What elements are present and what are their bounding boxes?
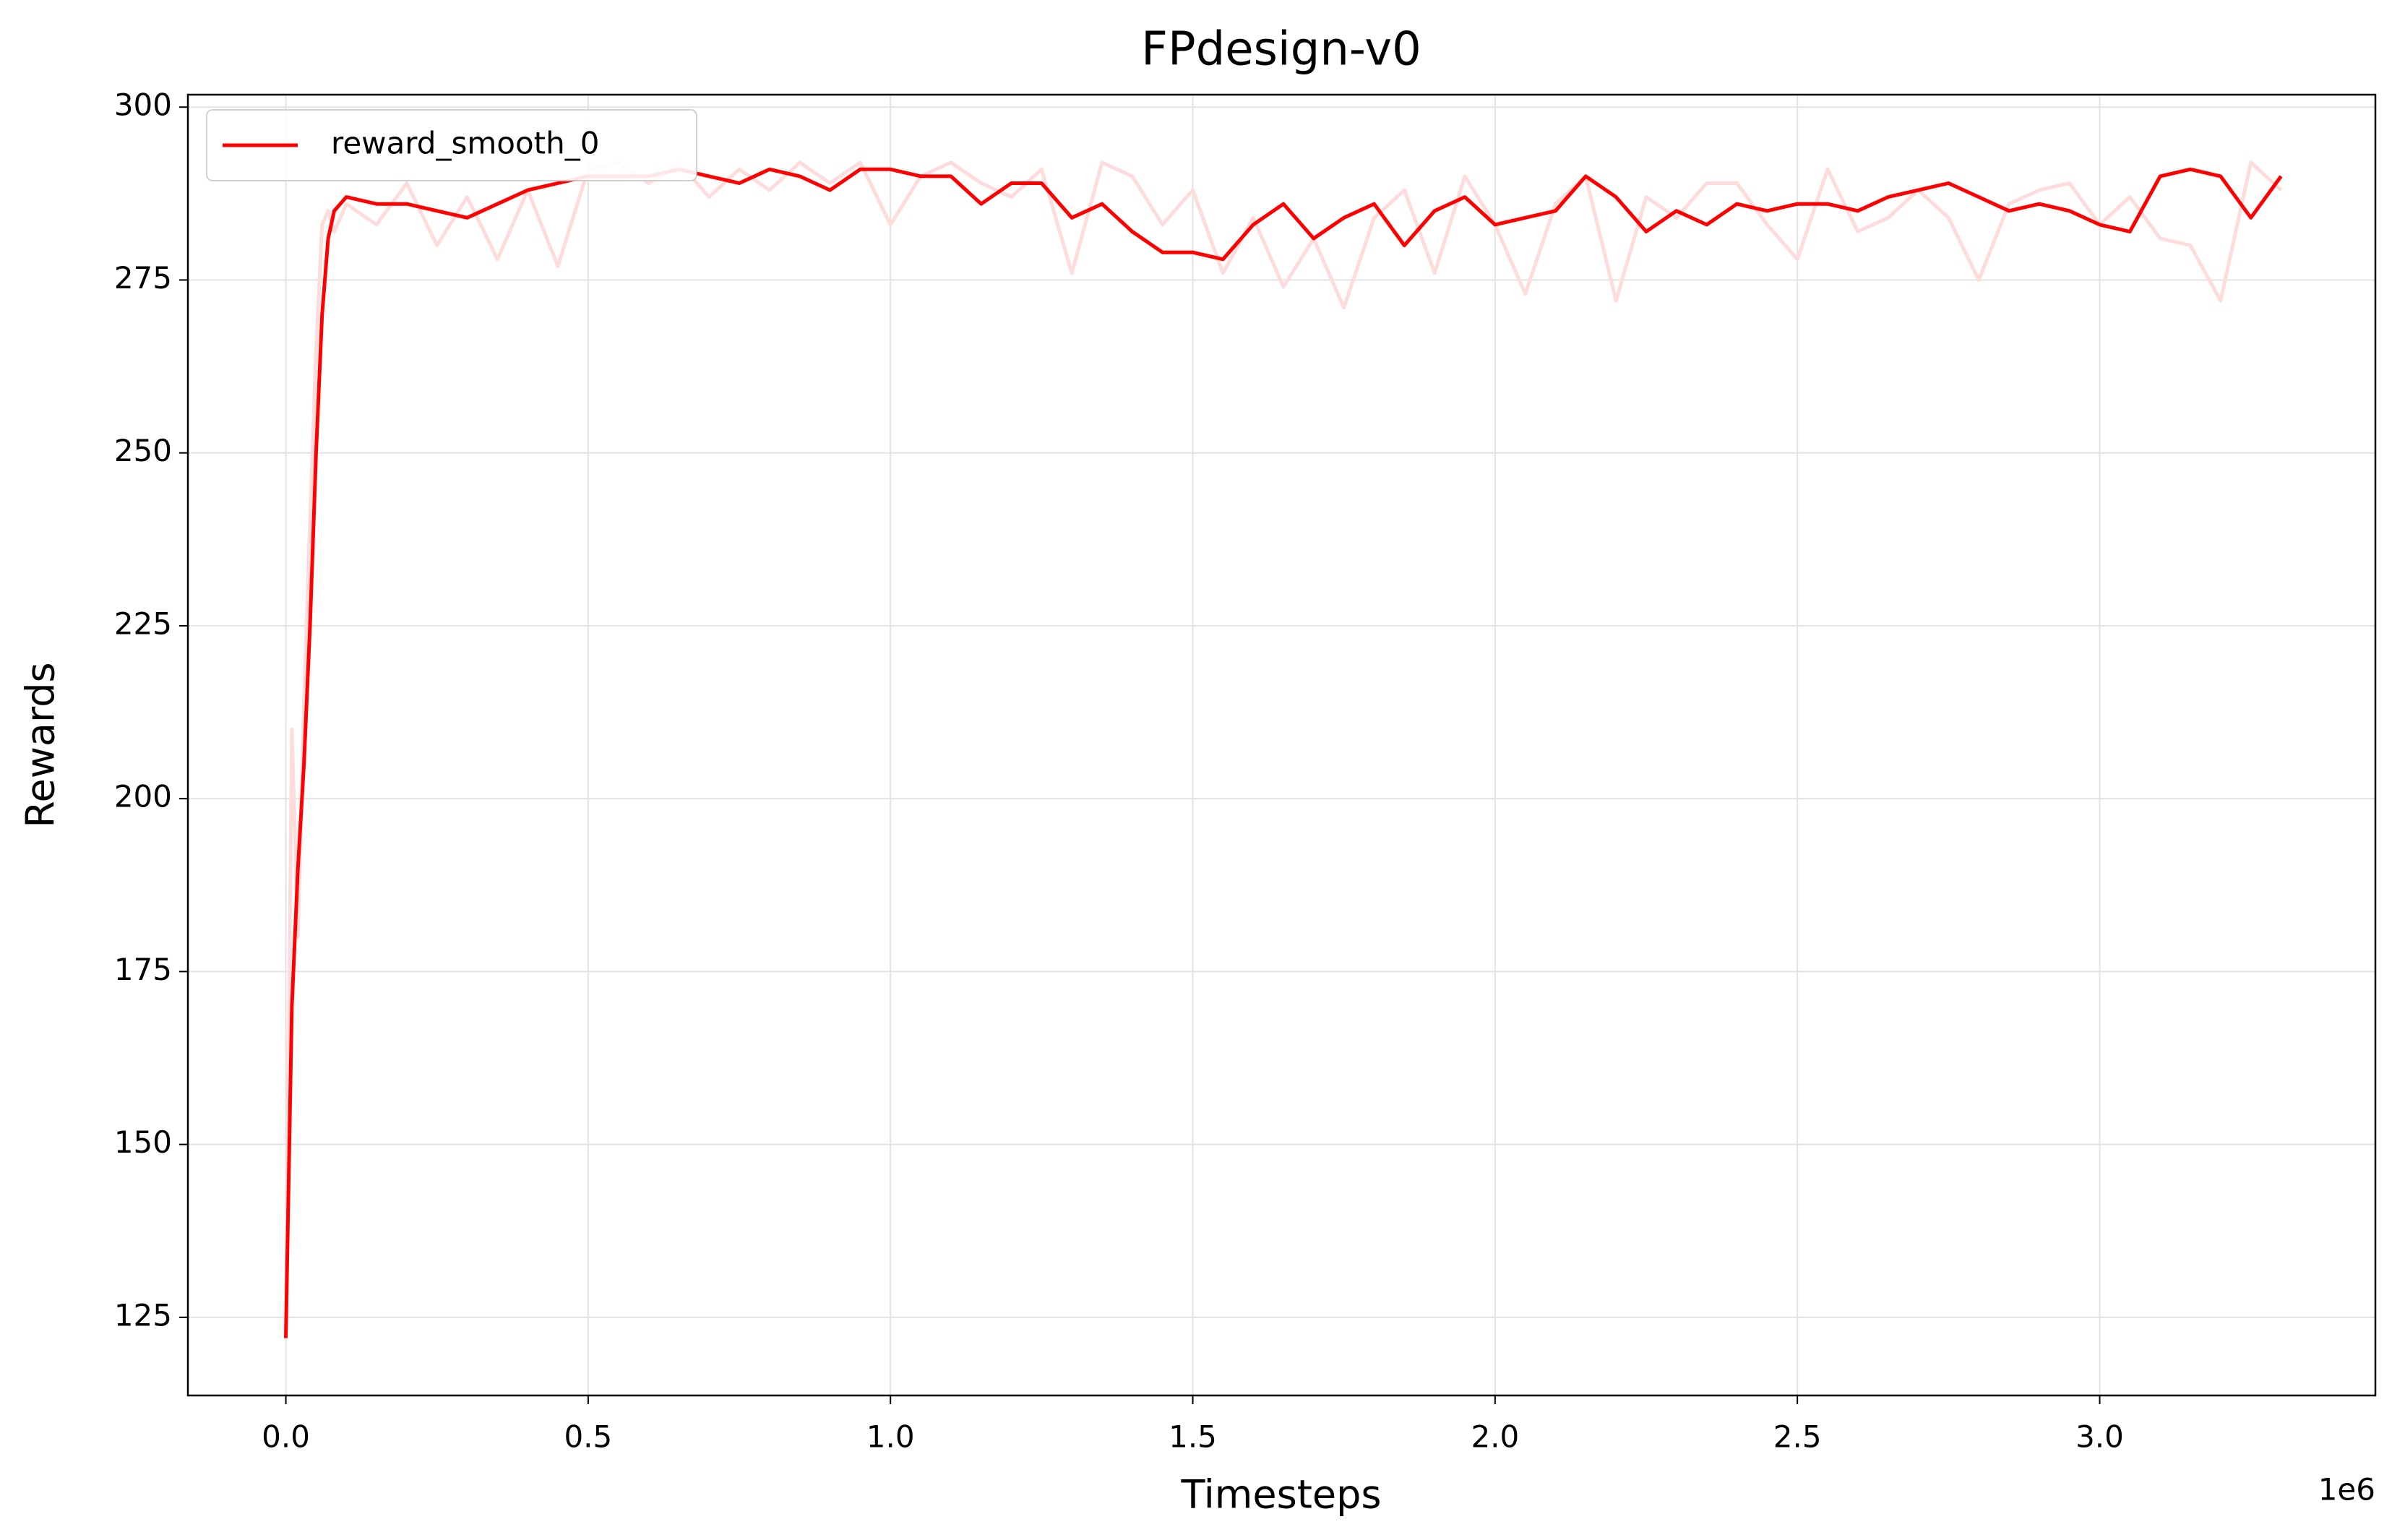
y-tick-label: 225 bbox=[114, 606, 172, 641]
legend-label: reward_smooth_0 bbox=[331, 126, 599, 161]
x-tick-label: 2.5 bbox=[1773, 1419, 1822, 1455]
plot-frame bbox=[186, 93, 2377, 1397]
legend-box bbox=[206, 109, 697, 181]
x-axis-label: Timesteps bbox=[1180, 1472, 1381, 1518]
series-line bbox=[284, 167, 2283, 1338]
x-tick-label: 1.5 bbox=[1169, 1419, 1217, 1455]
series-line bbox=[284, 160, 2283, 1338]
y-tick-label: 200 bbox=[114, 779, 172, 814]
x-tick-label: 3.0 bbox=[2075, 1419, 2124, 1455]
x-tick-label: 0.0 bbox=[262, 1419, 310, 1455]
y-tick-label: 275 bbox=[114, 260, 172, 296]
y-tick-label: 300 bbox=[114, 87, 172, 123]
x-tick-label: 2.0 bbox=[1471, 1419, 1519, 1455]
y-tick-label: 250 bbox=[114, 433, 172, 468]
y-axis-label: Rewards bbox=[18, 662, 64, 827]
y-tick-label: 125 bbox=[114, 1297, 172, 1333]
y-tick-label: 150 bbox=[114, 1124, 172, 1160]
x-tick-label: 0.5 bbox=[564, 1419, 612, 1455]
chart-title: FPdesign-v0 bbox=[1141, 23, 1421, 77]
y-tick-label: 175 bbox=[114, 952, 172, 987]
x-offset-label: 1e6 bbox=[2318, 1472, 2375, 1507]
x-tick-label: 1.0 bbox=[866, 1419, 915, 1455]
